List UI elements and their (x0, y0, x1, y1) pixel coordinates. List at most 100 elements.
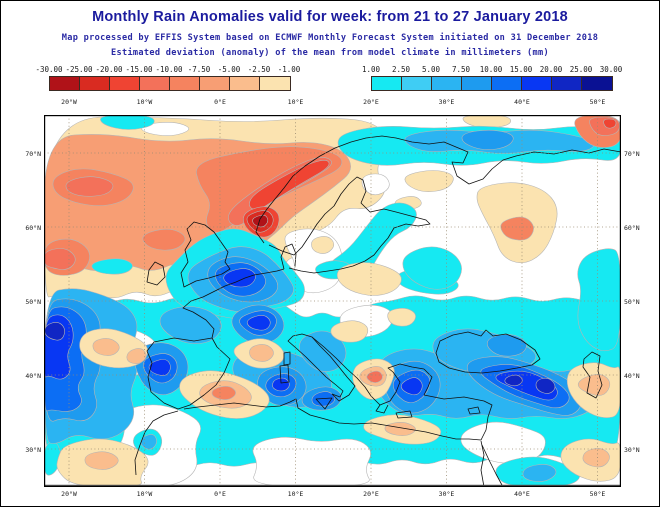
colorbar-tick-label: -20.00 (95, 65, 123, 74)
latitude-label-right: 40°N (624, 372, 640, 380)
anomaly-region-channel-p5 (223, 268, 256, 288)
latitude-label-right: 50°N (624, 298, 640, 306)
colorbar-cell (230, 77, 260, 90)
anomaly-region-iceland-s-cyan (91, 258, 133, 275)
longitude-label-bottom: 40°E (514, 490, 530, 498)
anomaly-region-atl-spot (142, 228, 186, 251)
coastline (481, 444, 504, 487)
anomaly-region-alps-p5 (246, 315, 271, 331)
longitude-label-bottom: 20°W (61, 490, 77, 498)
colorbar-cell (432, 77, 462, 90)
coastline (255, 135, 621, 244)
latitude-label-right: 70°N (624, 150, 640, 158)
colorbar-tick-label: 2.50 (391, 65, 411, 74)
colorbar-tick-label: -10.00 (155, 65, 183, 74)
subtitle-description: Estimated deviation (anomaly) of the mea… (111, 48, 549, 58)
latitude-label-right: 60°N (624, 224, 640, 232)
coastline (279, 364, 290, 384)
longitude-label-bottom: 20°E (363, 490, 379, 498)
anomaly-map (44, 115, 621, 487)
coastline (395, 410, 413, 419)
colorbar-tick-label: -25.00 (65, 65, 93, 74)
negative-colorbar-labels: -30.00 -25.00 -20.00 -15.00 -10.00 -7.50 -5.00… (35, 65, 300, 75)
anomaly-region-greece-orange (366, 370, 383, 383)
anomaly-region-libya-peach (384, 422, 416, 436)
colorbar-cell (552, 77, 582, 90)
longitude-label-bottom: 0°E (214, 490, 226, 498)
positive-colorbar-labels: 1.00 2.50 5.00 7.50 10.00 15.00 20.00 25.00 30.0… (362, 65, 622, 75)
colorbar-tick-label: 20.00 (539, 65, 563, 74)
longitude-label-top: 20°W (61, 98, 77, 106)
anomaly-region-hole (361, 173, 390, 196)
colorbar-cell (522, 77, 552, 90)
anomaly-region-poland-tan (336, 262, 402, 296)
coastline (268, 176, 431, 274)
colorbar-cell (582, 77, 612, 90)
colorbar-tick-label: -1.00 (277, 65, 301, 74)
colorbar-tick-label: 15.00 (509, 65, 533, 74)
anomaly-region-azores-peach2 (126, 348, 147, 364)
colorbar-tick-label: 25.00 (569, 65, 593, 74)
longitude-label-top: 30°E (438, 98, 455, 106)
longitude-label-top: 50°E (589, 98, 606, 106)
colorbar-tick-label: 10.00 (479, 65, 503, 74)
anomaly-region-whitesea-cyan (402, 246, 462, 290)
coastline (182, 268, 285, 339)
anomaly-region-barents-p3 (461, 129, 514, 150)
colorbar-cell (50, 77, 80, 90)
anomaly-region-azores-peach (92, 338, 120, 356)
anomaly-region-mideast-white (460, 421, 546, 464)
colorbar-tick-label: -5.00 (217, 65, 241, 74)
coastline (146, 337, 231, 410)
coastline (435, 329, 541, 374)
coastline (311, 336, 425, 406)
colorbar-cell (372, 77, 402, 90)
map-frame (44, 115, 621, 487)
anomaly-region-denmark-tan (311, 236, 335, 254)
positive-anomaly-colorbar: 1.00 2.50 5.00 7.50 10.00 15.00 20.00 25.00 30.0… (362, 65, 622, 91)
latitude-label-left: 40°N (25, 372, 41, 380)
colorbar-cell (80, 77, 110, 90)
anomaly-region-caspian-peach (577, 374, 611, 396)
subtitle-processing: Map processed by EFFIS System based on E… (61, 33, 599, 43)
anomaly-region-iceland-core (65, 176, 114, 197)
latitude-label-left: 30°N (25, 446, 41, 454)
page-title: Monthly Rain Anomalies valid for week: f… (92, 9, 568, 25)
anomaly-region-espain-salmon (211, 386, 236, 400)
anomaly-region-neRussia-cyan (577, 248, 621, 352)
longitude-label-top: 10°W (136, 98, 153, 106)
anomaly-region-sw-p6 (44, 322, 65, 341)
colorbar-tick-label: -30.00 (35, 65, 63, 74)
colorbar-tick-label: 30.00 (599, 65, 623, 74)
colorbar-tick-label: -7.50 (187, 65, 211, 74)
colorbar-tick-label: -15.00 (125, 65, 153, 74)
coastline (467, 406, 481, 415)
negative-anomaly-colorbar: -30.00 -25.00 -20.00 -15.00 -10.00 -7.50 -5.00… (35, 65, 300, 91)
negative-colorbar-cells (49, 76, 291, 91)
coastline (134, 410, 179, 476)
colorbar-cell (200, 77, 230, 90)
latitude-label-left: 70°N (25, 150, 41, 158)
colorbar-cell (462, 77, 492, 90)
longitude-label-bottom: 10°W (136, 490, 153, 498)
anomaly-region-atl-core (44, 248, 76, 270)
anomaly-region-aegean-p5 (400, 377, 423, 396)
latitude-label-left: 50°N (25, 298, 41, 306)
coastline (582, 351, 603, 399)
colorbar-cell (492, 77, 522, 90)
colorbar-cell (110, 77, 140, 90)
longitude-label-bottom: 50°E (589, 490, 606, 498)
latitude-label-left: 60°N (25, 224, 41, 232)
colorbar-cell (402, 77, 432, 90)
colorbar-cell (140, 77, 170, 90)
anomaly-region-nafrica-white (252, 436, 371, 487)
longitude-label-bottom: 10°E (287, 490, 304, 498)
coastline (480, 440, 485, 487)
colorbar-tick-label: 5.00 (421, 65, 441, 74)
anomaly-region-morocco-cyan2 (140, 434, 157, 450)
coastline (183, 394, 493, 441)
anomaly-region-corsica-p5 (272, 377, 290, 392)
anomaly-region-east-p6b (504, 374, 523, 387)
coastline (375, 404, 389, 414)
